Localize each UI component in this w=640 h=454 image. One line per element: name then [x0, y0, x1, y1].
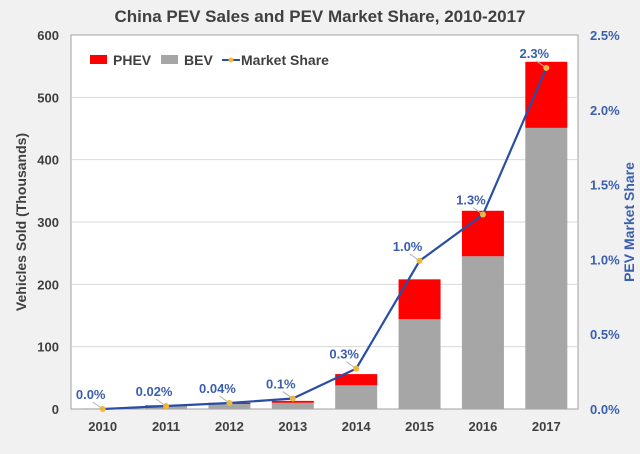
- bar-bev: [208, 404, 251, 409]
- legend-swatch-bev: [161, 55, 178, 64]
- legend: PHEV BEV Market Share: [90, 52, 329, 68]
- y-tick-label: 600: [37, 28, 59, 43]
- x-tick-label: 2011: [152, 419, 180, 434]
- data-label-leader: [282, 391, 294, 399]
- bar-phev: [335, 374, 378, 386]
- y2-tick-label: 1.0%: [590, 252, 620, 267]
- data-label-leader: [155, 398, 167, 407]
- y-tick-label: 500: [37, 90, 59, 105]
- x-tick-label: 2010: [88, 419, 117, 434]
- legend-label-bev: BEV: [184, 52, 213, 68]
- legend-label-phev: PHEV: [113, 52, 152, 68]
- market-share-data-label: 0.04%: [199, 381, 236, 396]
- y-tick-label: 0: [52, 402, 59, 417]
- y-axis-label: Vehicles Sold (Thousands): [13, 133, 29, 311]
- x-tick-label: 2013: [278, 419, 307, 434]
- y2-tick-label: 0.0%: [590, 402, 620, 417]
- y-tick-label: 300: [37, 215, 59, 230]
- x-tick-label: 2015: [405, 419, 434, 434]
- market-share-data-label: 0.0%: [76, 387, 106, 402]
- data-label-leader: [345, 361, 357, 370]
- y2-tick-label: 1.5%: [590, 178, 620, 193]
- x-tick-label: 2014: [342, 419, 372, 434]
- market-share-data-label: 0.3%: [329, 347, 359, 362]
- x-tick-label: 2016: [468, 419, 497, 434]
- legend-label-market-share: Market Share: [241, 52, 329, 68]
- data-label-leader: [536, 60, 547, 69]
- data-label-leader: [219, 395, 230, 404]
- market-share-data-label: 1.0%: [393, 239, 423, 254]
- data-label-leader: [409, 253, 420, 262]
- market-share-data-label: 0.1%: [266, 377, 296, 392]
- bar-bev: [398, 319, 441, 409]
- bar-bev: [335, 385, 378, 409]
- data-label-leader: [92, 401, 103, 410]
- bar-phev: [525, 61, 568, 128]
- legend-swatch-phev: [90, 55, 107, 64]
- y-tick-label: 400: [37, 153, 59, 168]
- bar-bev: [461, 256, 504, 409]
- market-share-data-label: 0.02%: [136, 384, 173, 399]
- x-tick-label: 2017: [532, 419, 561, 434]
- bar-bev: [271, 402, 314, 409]
- x-tick-label: 2012: [215, 419, 244, 434]
- bar-bev: [525, 127, 568, 410]
- y2-tick-label: 2.5%: [590, 28, 620, 43]
- y-tick-label: 200: [37, 277, 59, 292]
- market-share-line: [102, 67, 548, 411]
- y2-tick-label: 0.5%: [590, 327, 620, 342]
- y2-tick-label: 2.0%: [590, 103, 620, 118]
- market-share-data-label: 1.3%: [456, 193, 486, 208]
- y-tick-label: 100: [37, 340, 59, 355]
- bar-phev: [461, 210, 504, 257]
- y2-axis-label: PEV Market Share: [621, 162, 637, 282]
- legend-swatch-marker: [228, 57, 234, 63]
- chart-title: China PEV Sales and PEV Market Share, 20…: [114, 7, 525, 26]
- bar-phev: [271, 400, 314, 403]
- market-share-data-label: 2.3%: [519, 46, 549, 61]
- data-label-leader: [472, 207, 484, 215]
